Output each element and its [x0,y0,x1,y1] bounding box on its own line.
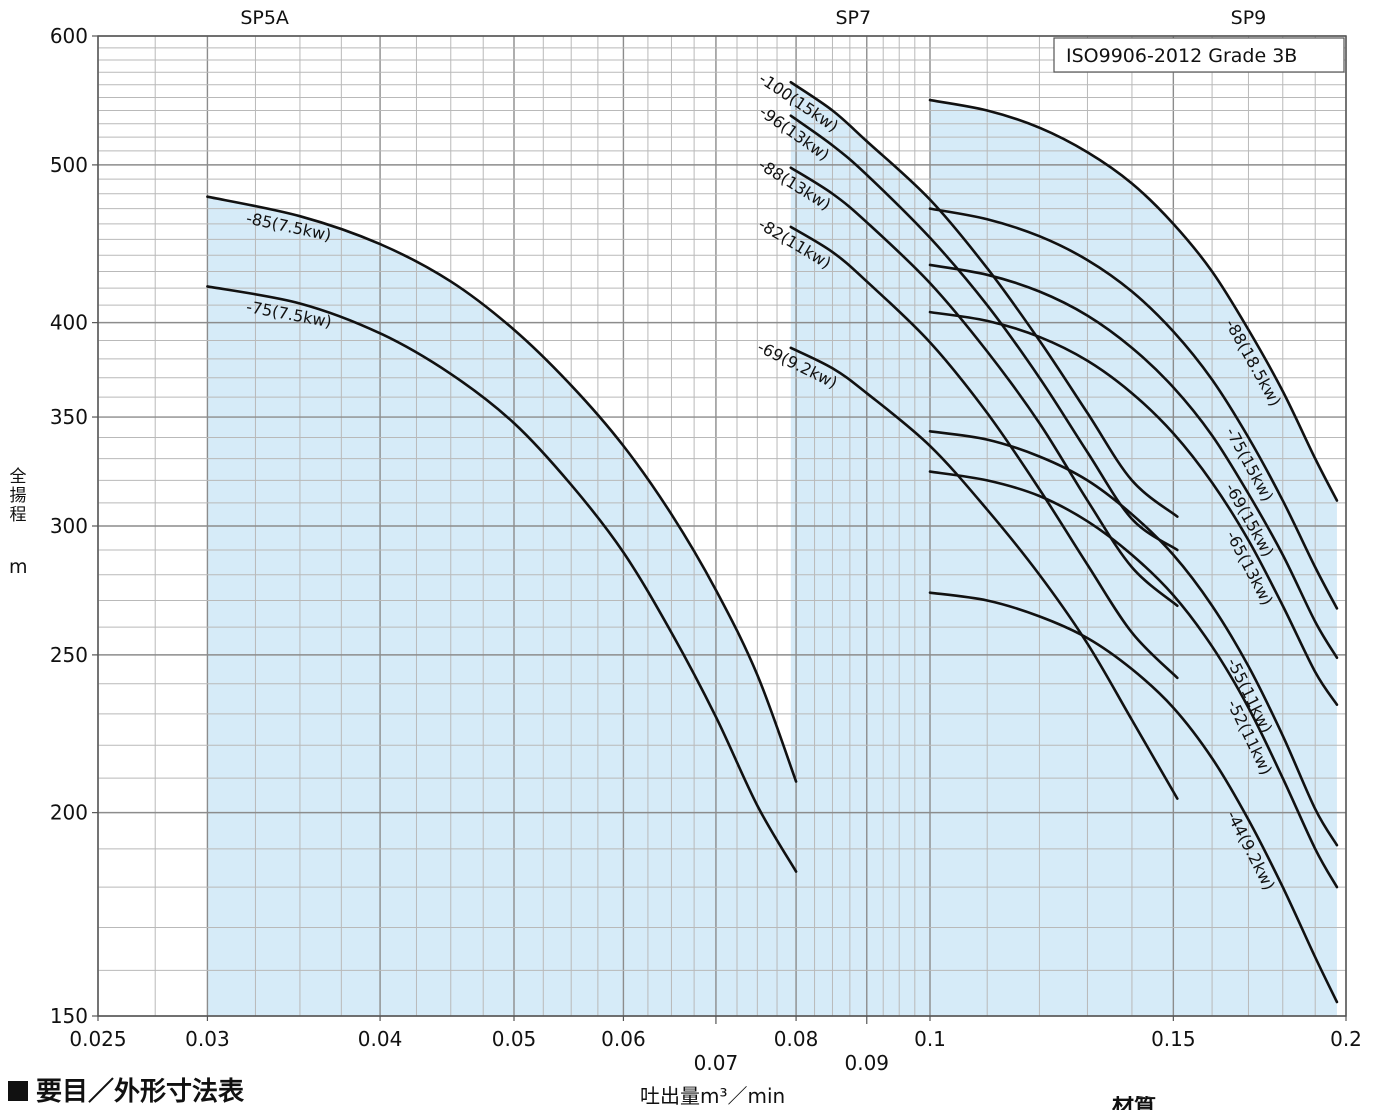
cropped-heading: 材質 [1112,1096,1157,1110]
x-tick-label: 0.15 [1151,1027,1196,1051]
model-coverage-areas [207,82,1337,1017]
y-tick-label: 250 [50,643,88,667]
x-tick-label: 0.07 [694,1051,739,1075]
standard-badge-text: ISO9906-2012 Grade 3B [1066,45,1297,67]
y-axis-unit: m [9,556,28,578]
curve-sp5a [206,195,798,783]
model-label-sp5a: SP5A [240,7,289,29]
standard-badge: ISO9906-2012 Grade 3B [1053,37,1345,73]
curve-sp7 [789,346,1179,800]
curve-sp9 [928,430,1339,847]
y-axis-ticks: 150 200 250 300 350 400 500 600 [50,24,98,1028]
curve-sp9 [928,207,1339,610]
y-tick-label: 300 [50,514,88,538]
x-tick-label: 0.2 [1330,1027,1362,1051]
pump-curves [206,80,1339,1004]
y-tick-label: 600 [50,24,88,48]
curve-sp9 [928,591,1339,1004]
coverage-area-sp5a [207,196,797,1017]
y-tick-label: 200 [50,801,88,825]
x-tick-label: 0.09 [845,1051,890,1075]
x-tick-label: 0.05 [492,1027,537,1051]
x-axis-label: 吐出量m³／min [640,1084,786,1108]
curve-sp7 [789,80,1179,518]
x-tick-label: 0.03 [185,1027,230,1051]
curve-sp9 [928,310,1339,706]
x-tick-label: 0.08 [774,1027,819,1051]
x-tick-label: 0.04 [358,1027,403,1051]
curve-sp9 [928,98,1339,502]
x-axis-ticks: 0.025 0.03 0.04 0.05 0.06 0.07 0.08 0.09 0.1 0.15… [69,1016,1362,1075]
coverage-area-sp7 [790,82,930,1016]
x-tick-label: 0.06 [601,1027,646,1051]
square-bullet-icon [8,1081,28,1101]
curve-sp7 [789,225,1179,680]
section-title-text: 要目／外形寸法表 [36,1077,245,1107]
y-tick-label: 350 [50,405,88,429]
model-labels: SP5A SP7 SP9 [240,7,1266,29]
curve-sp9 [928,470,1339,889]
curve-sp5a [206,285,798,873]
curve-sp9 [928,263,1339,660]
model-label-sp9: SP9 [1231,7,1267,29]
y-tick-label: 400 [50,311,88,335]
x-tick-label: 0.025 [69,1027,126,1051]
section-title: 要目／外形寸法表 [8,1071,244,1108]
y-tick-label: 500 [50,153,88,177]
y-axis-label: 全揚程 [9,467,27,525]
curve-sp7 [789,166,1179,608]
y-tick-label: 150 [50,1004,88,1028]
x-tick-label: 0.1 [914,1027,946,1051]
curve-sp7 [789,114,1179,552]
model-label-sp7: SP7 [835,7,871,29]
